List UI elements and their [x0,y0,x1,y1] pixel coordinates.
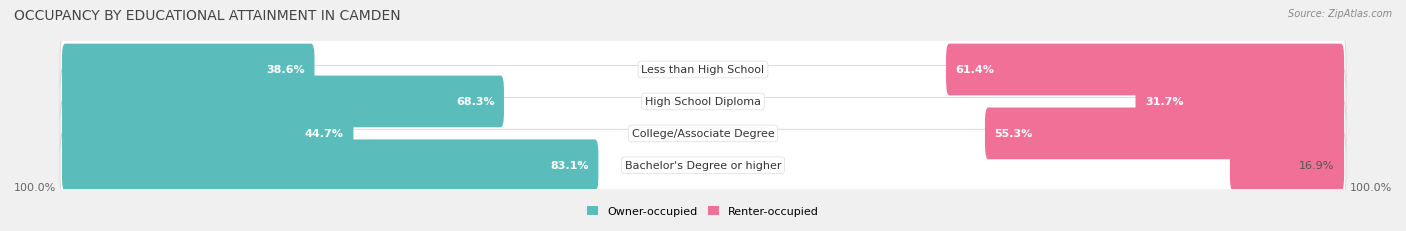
FancyBboxPatch shape [62,44,315,96]
FancyBboxPatch shape [62,76,503,128]
Text: 100.0%: 100.0% [14,182,56,192]
FancyBboxPatch shape [1136,76,1344,128]
FancyBboxPatch shape [1230,140,1344,191]
Text: Source: ZipAtlas.com: Source: ZipAtlas.com [1288,9,1392,19]
Text: 83.1%: 83.1% [550,161,589,170]
FancyBboxPatch shape [946,44,1344,96]
FancyBboxPatch shape [986,108,1344,160]
FancyBboxPatch shape [60,130,1346,201]
Text: 100.0%: 100.0% [1350,182,1392,192]
Text: College/Associate Degree: College/Associate Degree [631,129,775,139]
Text: 31.7%: 31.7% [1144,97,1184,107]
Text: High School Diploma: High School Diploma [645,97,761,107]
FancyBboxPatch shape [62,108,353,160]
FancyBboxPatch shape [62,140,599,191]
Text: 38.6%: 38.6% [266,65,305,75]
Text: OCCUPANCY BY EDUCATIONAL ATTAINMENT IN CAMDEN: OCCUPANCY BY EDUCATIONAL ATTAINMENT IN C… [14,9,401,23]
Text: 16.9%: 16.9% [1299,161,1334,170]
Text: Less than High School: Less than High School [641,65,765,75]
Text: Bachelor's Degree or higher: Bachelor's Degree or higher [624,161,782,170]
FancyBboxPatch shape [60,34,1346,106]
Text: 44.7%: 44.7% [305,129,344,139]
FancyBboxPatch shape [60,66,1346,138]
Text: 55.3%: 55.3% [994,129,1033,139]
Legend: Owner-occupied, Renter-occupied: Owner-occupied, Renter-occupied [582,202,824,221]
FancyBboxPatch shape [60,98,1346,170]
Text: 68.3%: 68.3% [456,97,495,107]
Text: 61.4%: 61.4% [956,65,994,75]
